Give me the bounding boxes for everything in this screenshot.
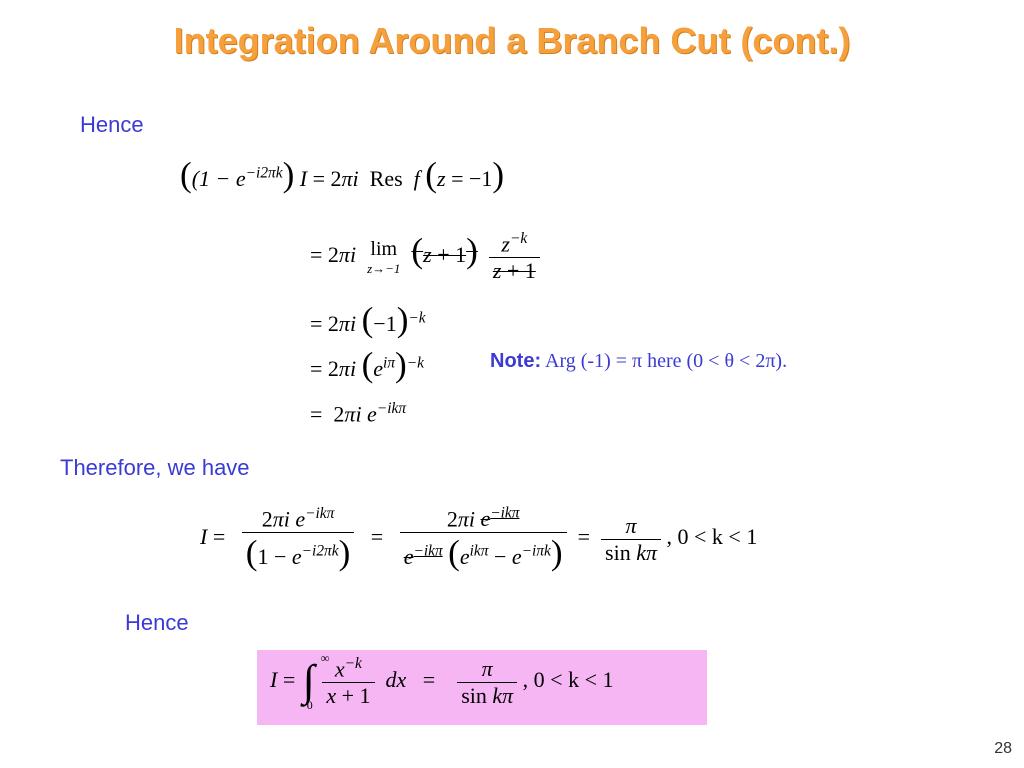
eq-block3: I = ∫ ∞ 0 x−k x + 1 dx = π sin kπ , 0 < …: [270, 655, 614, 709]
eq-line1: ((1 − e−i2πk) I = 2πi Res f (z = −1): [180, 155, 504, 195]
eq-line4: = 2πi (eiπ)−k: [310, 345, 424, 385]
label-hence-2: Hence: [125, 610, 189, 636]
eq-line3: = 2πi (−1)−k: [310, 300, 426, 340]
note-text: Note: Arg (-1) = π here (0 < θ < 2π).: [490, 350, 787, 373]
page-number: 28: [994, 740, 1012, 758]
label-hence-1: Hence: [80, 112, 144, 138]
slide-title: Integration Around a Branch Cut (cont.): [0, 20, 1024, 62]
eq-block2: I = 2πi e−ikπ (1 − e−i2πk) = 2πi e−ikπ e…: [200, 505, 757, 573]
eq-line2: = 2πi lim z→−1 (z + 1) z−k z + 1: [310, 230, 540, 284]
label-therefore: Therefore, we have: [60, 455, 250, 481]
eq-line5: = 2πi e−ikπ: [310, 400, 406, 427]
